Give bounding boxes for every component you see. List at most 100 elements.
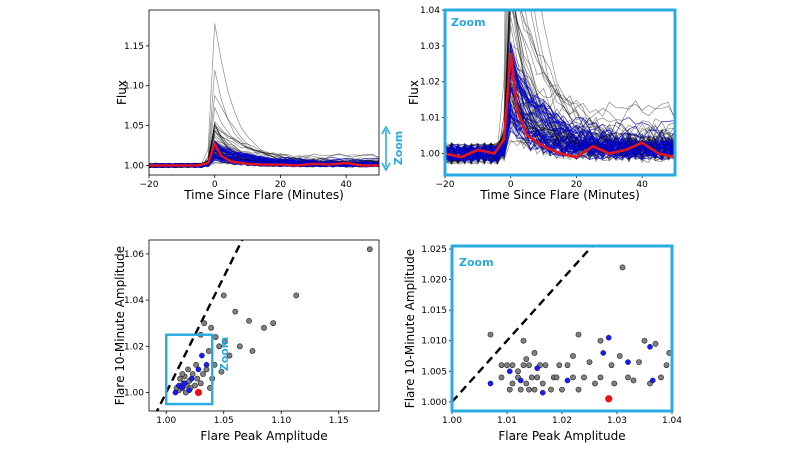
gray-point bbox=[293, 292, 300, 299]
gray-point bbox=[586, 359, 593, 366]
zoom-label: Zoom bbox=[451, 16, 486, 29]
y-tick-label: 1.010 bbox=[421, 337, 447, 347]
x-axis-label: Flare Peak Amplitude bbox=[498, 429, 625, 443]
gray-point bbox=[559, 386, 565, 393]
zoom-arrow-head-bottom bbox=[381, 162, 391, 172]
x-tick-label: 20 bbox=[275, 180, 287, 190]
blue-point bbox=[605, 334, 612, 341]
blue-point bbox=[564, 377, 571, 384]
y-tick-label: 1.015 bbox=[421, 306, 447, 316]
gray-point bbox=[575, 386, 582, 393]
gray-point bbox=[592, 380, 598, 387]
gray-point bbox=[194, 375, 201, 382]
gray-point bbox=[221, 338, 228, 345]
gray-flare-line bbox=[149, 132, 379, 169]
y-tick-label: 1.06 bbox=[124, 250, 144, 260]
blue-flare-line bbox=[445, 59, 675, 159]
x-tick-label: 1.15 bbox=[329, 416, 349, 426]
blue-point bbox=[195, 366, 202, 373]
gray-point bbox=[249, 348, 256, 354]
y-tick-label: 1.005 bbox=[421, 367, 447, 377]
blue-point bbox=[600, 350, 607, 356]
blue-point bbox=[647, 344, 653, 350]
gray-point bbox=[515, 368, 521, 375]
red-point bbox=[194, 388, 203, 397]
gray-point bbox=[542, 362, 549, 369]
gray-point bbox=[616, 353, 623, 359]
blue-flare-line bbox=[445, 86, 675, 163]
gray-point bbox=[531, 350, 538, 356]
blue-point bbox=[188, 375, 195, 382]
gray-point bbox=[526, 386, 532, 393]
y-tick-label: 1.03 bbox=[420, 42, 440, 52]
gray-point bbox=[663, 362, 670, 369]
x-tick-label: 1.00 bbox=[442, 416, 462, 426]
y-axis-label: Flux bbox=[115, 80, 129, 105]
gray-point bbox=[185, 366, 191, 373]
y-tick-label: 1.04 bbox=[124, 296, 144, 306]
blue-flare-line bbox=[445, 41, 675, 158]
zoom-label: Zoom bbox=[459, 256, 494, 269]
panel-flux-full: −20 0 20 40 1.00 1.05 1.10 1.15 Time Since Flare… bbox=[115, 9, 405, 202]
blue-point bbox=[203, 361, 210, 368]
blue-point bbox=[534, 365, 541, 372]
gray-point bbox=[232, 308, 239, 315]
blue-point bbox=[506, 368, 513, 375]
panel-amplitude-full: 1.00 1.05 1.10 1.15 1.00 1.02 1.04 1.06 Flare Pe… bbox=[113, 239, 380, 443]
zoom-label: Zoom bbox=[218, 337, 231, 372]
gray-point bbox=[218, 368, 225, 375]
gray-point bbox=[498, 362, 505, 369]
plot-area bbox=[155, 240, 373, 411]
x-tick-label: 40 bbox=[340, 180, 352, 190]
gray-point bbox=[201, 320, 208, 327]
gray-point bbox=[611, 380, 618, 387]
gray-point bbox=[658, 374, 664, 381]
x-tick-label: −20 bbox=[436, 180, 455, 190]
gray-point bbox=[177, 375, 183, 382]
axes-frame bbox=[148, 9, 380, 176]
y-tick-label: 1.05 bbox=[124, 122, 144, 132]
blue-point bbox=[649, 377, 656, 384]
gray-point bbox=[236, 343, 243, 350]
gray-point bbox=[564, 362, 571, 369]
x-tick-label: 20 bbox=[571, 180, 583, 190]
gray-point bbox=[179, 371, 186, 377]
gray-point bbox=[192, 382, 198, 389]
gray-point bbox=[261, 324, 267, 331]
gray-point bbox=[205, 348, 212, 354]
gray-point bbox=[498, 374, 505, 381]
blue-flare-line bbox=[445, 52, 675, 163]
x-tick-label: 1.03 bbox=[607, 416, 627, 426]
gray-point bbox=[208, 324, 214, 331]
plot-area bbox=[452, 246, 672, 403]
blue-point bbox=[181, 380, 188, 387]
x-axis-label: Time Since Flare (Minutes) bbox=[479, 188, 640, 202]
gray-point bbox=[366, 246, 373, 253]
y-tick-label: 1.020 bbox=[421, 276, 447, 286]
gray-point bbox=[641, 337, 648, 344]
y-tick-label: 1.00 bbox=[124, 161, 144, 171]
gray-point bbox=[200, 371, 206, 377]
y-tick-label: 1.02 bbox=[124, 342, 144, 352]
x-tick-label: 1.05 bbox=[214, 416, 234, 426]
blue-point bbox=[625, 359, 631, 365]
x-tick-label: −20 bbox=[140, 180, 159, 190]
gray-point bbox=[509, 380, 516, 387]
y-tick-label: 1.00 bbox=[124, 389, 144, 399]
gray-point bbox=[523, 356, 530, 362]
blue-point bbox=[199, 352, 205, 359]
gray-point bbox=[220, 292, 227, 299]
y-tick-label: 1.04 bbox=[420, 6, 440, 16]
gray-point bbox=[597, 337, 604, 344]
y-tick-label: 1.00 bbox=[420, 149, 440, 159]
gray-flare-line bbox=[149, 23, 379, 166]
gray-point bbox=[556, 362, 563, 369]
gray-point bbox=[203, 366, 210, 373]
x-tick-label: 40 bbox=[636, 180, 648, 190]
gray-point bbox=[625, 374, 631, 381]
x-axis-label: Flare Peak Amplitude bbox=[200, 429, 327, 443]
gray-point bbox=[548, 386, 554, 393]
gray-point bbox=[520, 362, 527, 369]
blue-point bbox=[517, 377, 524, 384]
